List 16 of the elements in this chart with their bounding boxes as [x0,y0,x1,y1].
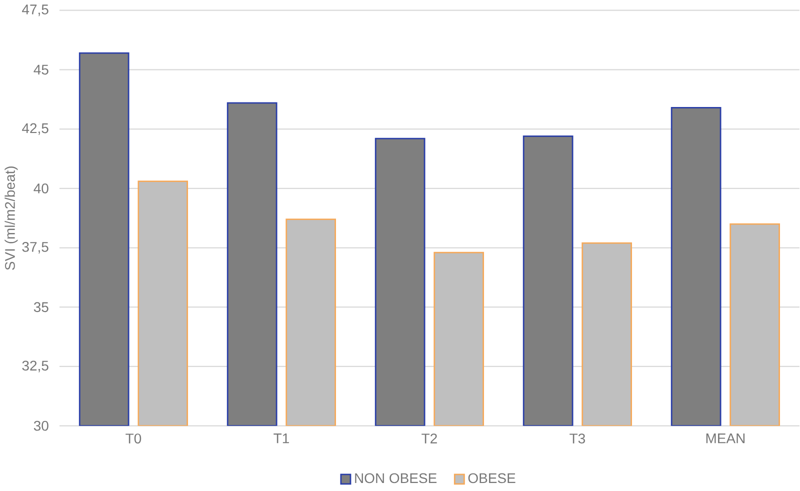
y-tick-label: 42,5 [22,123,48,135]
y-axis-title: SVI (ml/m2/beat) [4,166,18,270]
y-tick-label: 40 [34,184,48,194]
x-tick-label: T0 [126,434,142,444]
y-tick-label: 47,5 [22,4,48,16]
legend-label: NON OBESE [355,473,437,484]
x-tick-label: MEAN [706,434,745,444]
y-tick-label: 37,5 [22,242,48,254]
x-tick-label: T3 [570,434,586,444]
y-tick-label: 45 [34,64,48,75]
y-tick-label: 35 [34,302,48,312]
legend-label: OBESE [468,473,516,484]
y-tick-label: 32,5 [22,360,48,372]
y-tick-label: 30 [34,421,48,431]
x-tick-label: T2 [422,434,437,444]
x-tick-label: T1 [274,434,289,444]
